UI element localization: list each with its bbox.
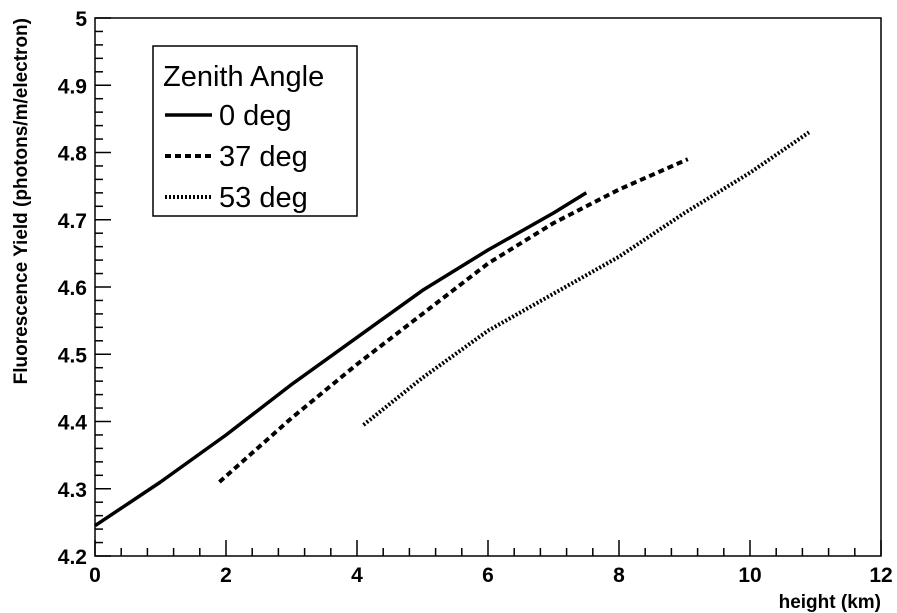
legend-label: 0 deg [219,100,292,132]
legend-label: 37 deg [219,141,308,173]
y-tick-label: 4.7 [58,210,87,233]
x-axis-title: height (km) [779,592,881,613]
x-axis: 0 2 4 6 8 10 12 [89,540,893,587]
x-tick-label: 4 [351,564,363,587]
x-tick-label: 0 [89,564,101,587]
y-tick-label: 4.6 [58,277,87,300]
series-layer [94,130,811,528]
series-line-2 [362,130,811,427]
legend-box [152,45,358,217]
series-line-1 [218,157,689,484]
y-axis-title: Fluorescence Yield (photons/m/electron) [11,18,32,384]
x-tick-label: 10 [738,564,761,587]
y-tick-label: 4.4 [58,412,88,435]
legend-title: Zenith Angle [163,61,324,93]
y-tick-label: 4.2 [58,546,87,569]
series-line-0 [94,191,588,528]
x-tick-label: 8 [613,564,625,587]
y-tick-label: 4.8 [58,143,88,166]
legend-label: 53 deg [219,182,308,214]
y-tick-label: 4.5 [58,344,88,367]
x-tick-label: 2 [220,564,232,587]
y-tick-label: 4.3 [58,479,87,502]
x-tick-label: 6 [482,564,494,587]
y-tick-label: 5 [75,8,87,31]
legend-entries: 0 deg 37 deg 53 deg [165,100,308,214]
y-tick-label: 4.9 [58,75,87,98]
y-axis: 4.2 4.3 4.4 4.5 4.6 4.7 4.8 4.9 5 [58,8,111,569]
legend: Zenith Angle 0 deg 37 deg 53 deg [152,45,358,217]
x-tick-label: 12 [869,564,892,587]
